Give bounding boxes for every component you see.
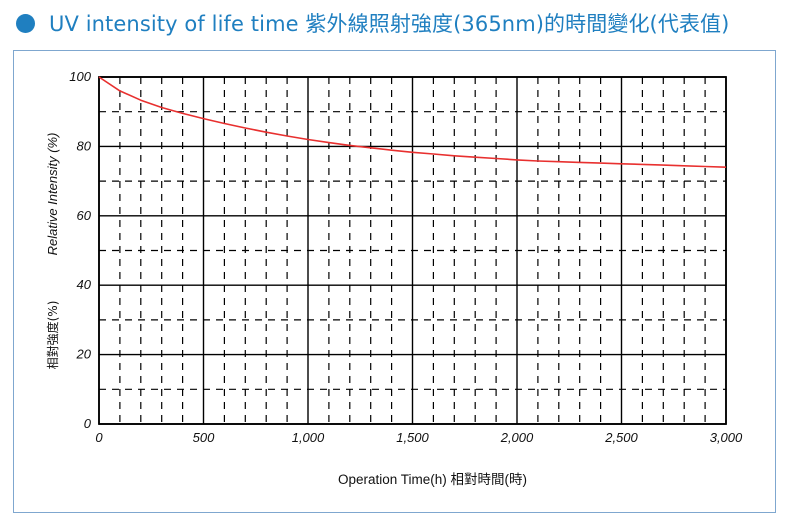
x-axis-label: Operation Time(h) 相對時間(時) [338,472,527,487]
y-tick-label: 80 [77,138,92,153]
y-tick-label: 60 [77,208,92,223]
x-tick-label: 500 [193,430,215,445]
x-tick-label: 1,000 [292,430,325,445]
section-header: UV intensity of life time 紫外線照射強度(365nm)… [16,8,729,38]
series-line [98,76,727,168]
x-tick-label: 2,500 [604,430,638,445]
y-tick-label: 40 [77,277,92,292]
x-tick-label: 0 [95,430,103,445]
x-tick-label: 2,000 [500,430,534,445]
bullet-icon [16,13,35,33]
major-grid [98,76,727,425]
y-tick-label: 20 [76,347,92,362]
plot-frame [98,76,727,425]
y-tick-label: 100 [69,69,91,84]
y-tick-label: 0 [84,416,92,431]
chart-title: UV intensity of life time 紫外線照射強度(365nm)… [49,12,730,36]
tick-labels: 0 500 1,000 1,500 2,000 2,500 3,000 0 20 40 60 80 10… [69,69,743,445]
series-layer [98,76,727,168]
chart-panel [13,50,776,513]
x-tick-label: 3,000 [710,430,743,445]
x-tick-label: 1,500 [396,430,429,445]
y-axis-label: Relative Intensity (%) [45,133,60,256]
y-axis-label-chinese: 相對強度(%) [45,301,60,370]
